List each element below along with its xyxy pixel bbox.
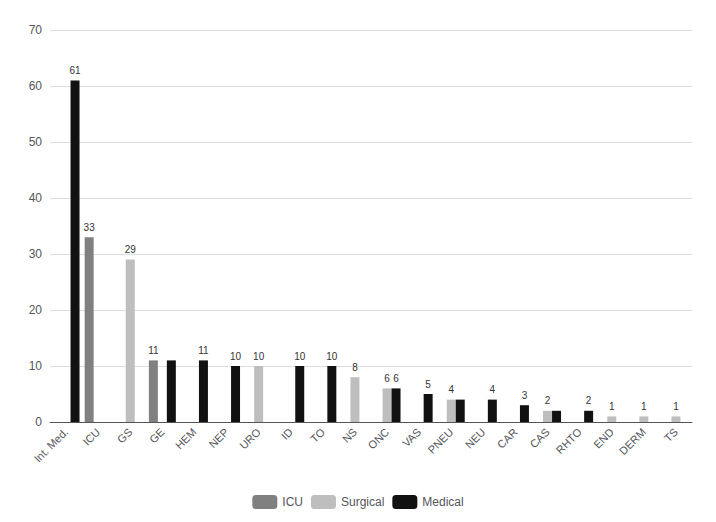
- svg-text:NEU: NEU: [463, 426, 488, 451]
- svg-text:10: 10: [253, 351, 265, 362]
- svg-text:6: 6: [393, 373, 399, 384]
- svg-text:ID: ID: [279, 426, 295, 442]
- svg-text:10: 10: [326, 351, 338, 362]
- svg-text:ICU: ICU: [282, 495, 303, 509]
- svg-text:VAS: VAS: [400, 426, 423, 449]
- svg-text:PNEU: PNEU: [425, 426, 455, 456]
- svg-text:20: 20: [29, 303, 43, 317]
- svg-text:NS: NS: [340, 426, 359, 445]
- svg-text:50: 50: [29, 135, 43, 149]
- svg-text:3: 3: [522, 390, 528, 401]
- svg-text:CAR: CAR: [495, 426, 520, 451]
- svg-text:11: 11: [148, 345, 159, 356]
- svg-text:END: END: [591, 426, 616, 451]
- svg-text:8: 8: [352, 362, 358, 373]
- svg-text:Medical: Medical: [422, 495, 463, 509]
- svg-text:10: 10: [29, 359, 43, 373]
- svg-text:TO: TO: [308, 425, 327, 444]
- svg-text:60: 60: [29, 79, 43, 93]
- svg-text:DERM: DERM: [617, 426, 648, 457]
- svg-text:4: 4: [490, 384, 496, 395]
- svg-text:29: 29: [125, 244, 137, 255]
- svg-text:33: 33: [84, 222, 96, 233]
- svg-text:1: 1: [673, 401, 679, 412]
- svg-text:10: 10: [294, 351, 306, 362]
- svg-text:1: 1: [609, 401, 615, 412]
- svg-text:GE: GE: [147, 426, 167, 446]
- svg-text:2: 2: [545, 395, 551, 406]
- svg-text:TS: TS: [662, 426, 680, 444]
- svg-text:2: 2: [586, 395, 592, 406]
- svg-text:Surgical: Surgical: [341, 495, 384, 509]
- svg-text:0: 0: [35, 415, 42, 429]
- svg-text:NEP: NEP: [206, 426, 230, 450]
- svg-text:30: 30: [29, 247, 43, 261]
- svg-text:6: 6: [384, 373, 390, 384]
- svg-text:Int. Med.: Int. Med.: [32, 426, 71, 465]
- svg-text:11: 11: [198, 345, 209, 356]
- svg-text:1: 1: [641, 401, 647, 412]
- svg-text:5: 5: [425, 379, 431, 390]
- svg-text:40: 40: [29, 191, 43, 205]
- svg-text:HEM: HEM: [173, 426, 199, 452]
- svg-text:4: 4: [448, 384, 454, 395]
- svg-text:ONC: ONC: [366, 426, 392, 452]
- svg-text:RHTO: RHTO: [554, 425, 585, 456]
- svg-text:CAS: CAS: [527, 426, 551, 450]
- svg-text:61: 61: [69, 65, 81, 76]
- svg-text:GS: GS: [115, 426, 135, 446]
- svg-text:ICU: ICU: [81, 426, 103, 448]
- svg-text:10: 10: [230, 351, 242, 362]
- svg-text:URO: URO: [237, 425, 263, 451]
- svg-text:70: 70: [29, 23, 43, 37]
